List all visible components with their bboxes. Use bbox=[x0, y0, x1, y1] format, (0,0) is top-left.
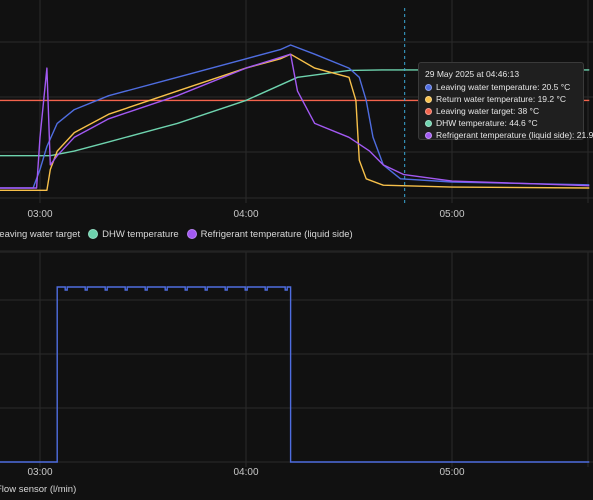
x-tick-label: 04:00 bbox=[233, 209, 258, 220]
tooltip-text-leaving: Leaving water temperature: 20.5 °C bbox=[436, 82, 571, 92]
legend-item-dhw-temperature[interactable]: DHW temperature bbox=[88, 229, 179, 240]
legend-label-leaving-water-target: Leaving water target bbox=[0, 228, 81, 240]
chart-tooltip: 29 May 2025 at 04:46:13 Leaving water te… bbox=[418, 62, 593, 141]
tooltip-dot-dhw bbox=[425, 119, 432, 127]
tooltip-row-return: Return water temperature: 19.2 °C bbox=[425, 93, 577, 105]
tooltip-text-refrigerant: Refrigerant temperature (liquid side): 2… bbox=[436, 130, 593, 140]
flow-chart[interactable]: 03:00 04:00 05:00 bbox=[0, 251, 593, 500]
tooltip-row-target: Leaving water target: 38 °C bbox=[425, 105, 577, 117]
temperature-legend: Leaving water target DHW temperature Ref… bbox=[0, 226, 353, 242]
series-flow-sensor bbox=[0, 286, 590, 463]
tooltip-text-target: Leaving water target: 38 °C bbox=[436, 106, 540, 116]
legend-label-refrigerant-temperature: Refrigerant temperature (liquid side) bbox=[200, 228, 353, 240]
tooltip-dot-return bbox=[425, 95, 432, 103]
tooltip-dot-leaving bbox=[425, 83, 432, 91]
legend-label-flow-sensor: Flow sensor (l/min) bbox=[0, 484, 77, 495]
series-refrigerant bbox=[0, 53, 590, 189]
legend-item-leaving-water-target[interactable]: Leaving water target bbox=[0, 229, 80, 240]
tooltip-text-return: Return water temperature: 19.2 °C bbox=[436, 94, 567, 104]
x-tick-label: 05:00 bbox=[439, 467, 464, 478]
x-tick-label: 04:00 bbox=[233, 467, 258, 478]
x-tick-label: 03:00 bbox=[27, 209, 52, 220]
legend-item-flow-sensor[interactable]: Flow sensor (l/min) bbox=[0, 484, 76, 495]
tooltip-row-dhw: DHW temperature: 44.6 °C bbox=[425, 117, 577, 129]
flow-chart-card: 03:00 04:00 05:00 bbox=[0, 251, 593, 500]
tooltip-row-refrigerant: Refrigerant temperature (liquid side): 2… bbox=[425, 129, 593, 141]
tooltip-dot-target bbox=[425, 107, 432, 115]
series-leaving-water bbox=[0, 44, 590, 189]
legend-swatch-refrigerant bbox=[186, 229, 197, 239]
x-tick-label: 03:00 bbox=[27, 467, 52, 478]
legend-item-refrigerant-temperature[interactable]: Refrigerant temperature (liquid side) bbox=[186, 228, 353, 240]
grid bbox=[0, 251, 593, 467]
grid bbox=[0, 0, 593, 203]
tooltip-dot-refrigerant bbox=[425, 131, 432, 139]
card-divider bbox=[0, 250, 593, 252]
legend-swatch-dhw bbox=[88, 229, 99, 239]
temperature-chart-card: 03:00 04:00 05:00 Leaving water target DHW… bbox=[0, 0, 593, 242]
tooltip-text-dhw: DHW temperature: 44.6 °C bbox=[436, 118, 538, 128]
series-dhw bbox=[0, 69, 590, 157]
tooltip-row-leaving: Leaving water temperature: 20.5 °C bbox=[425, 81, 577, 93]
tooltip-title: 29 May 2025 at 04:46:13 bbox=[425, 69, 520, 79]
legend-label-dhw-temperature: DHW temperature bbox=[102, 228, 179, 240]
x-tick-label: 05:00 bbox=[439, 209, 464, 220]
